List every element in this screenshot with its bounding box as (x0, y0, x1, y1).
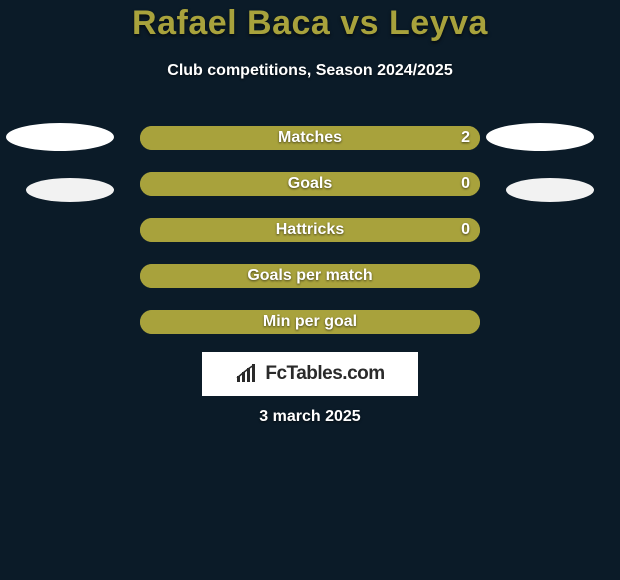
bar-label: Hattricks (140, 218, 480, 242)
stat-bar: Hattricks0 (140, 218, 480, 242)
bar-label: Goals per match (140, 264, 480, 288)
logo-text: FcTables.com (265, 363, 384, 385)
bar-label: Matches (140, 126, 480, 150)
comparison-chart: Rafael Baca vs Leyva Club competitions, … (0, 0, 620, 580)
player-left-shadow-inner (26, 178, 114, 202)
bar-value-right: 2 (461, 126, 470, 150)
logo-bars-icon (235, 364, 259, 384)
bar-label: Goals (140, 172, 480, 196)
bar-label: Min per goal (140, 310, 480, 334)
stat-bar: Min per goal (140, 310, 480, 334)
date-text: 3 march 2025 (0, 408, 620, 426)
bar-value-right: 0 (461, 172, 470, 196)
player-left-shadow-outer (6, 123, 114, 151)
player-right-shadow-outer (486, 123, 594, 151)
logo-badge: FcTables.com (202, 352, 418, 396)
page-subtitle: Club competitions, Season 2024/2025 (0, 62, 620, 80)
stat-bar: Goals0 (140, 172, 480, 196)
stat-bar: Matches2 (140, 126, 480, 150)
player-right-shadow-inner (506, 178, 594, 202)
page-title: Rafael Baca vs Leyva (0, 4, 620, 43)
bar-value-right: 0 (461, 218, 470, 242)
stat-bar: Goals per match (140, 264, 480, 288)
